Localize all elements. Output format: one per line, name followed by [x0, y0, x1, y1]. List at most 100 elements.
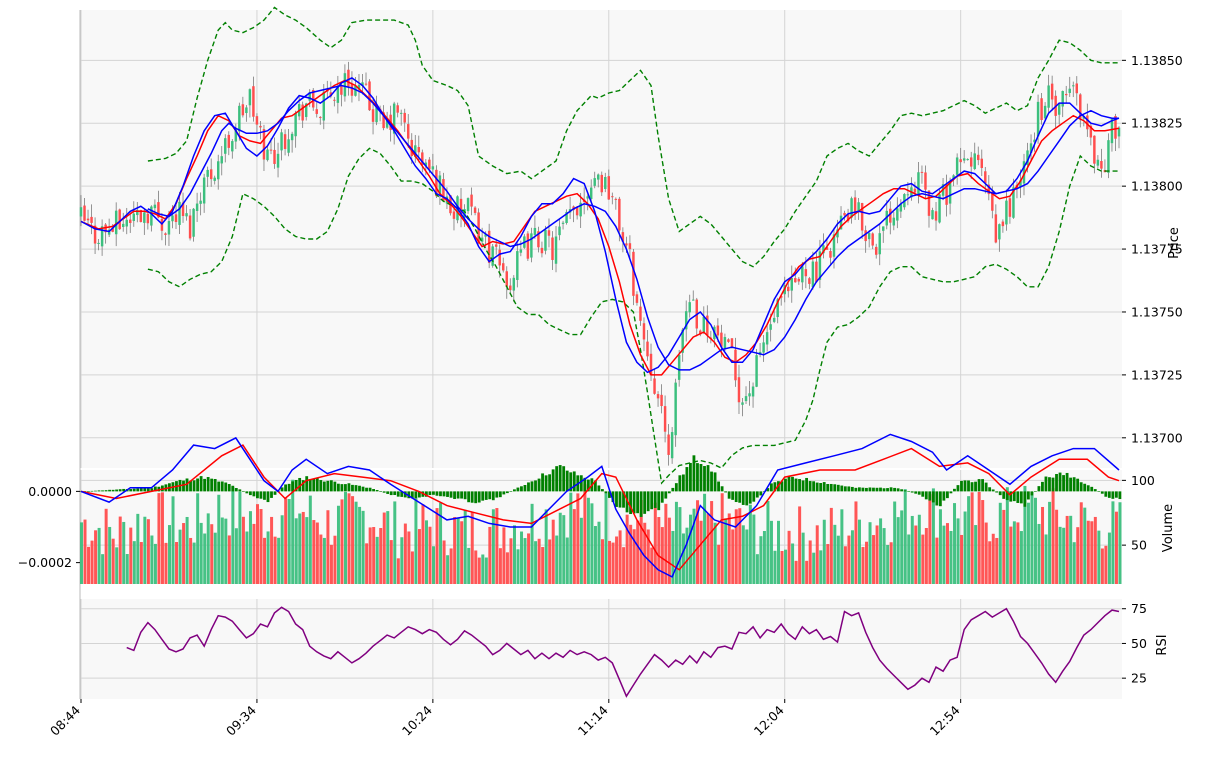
macd-histogram-bar [924, 491, 928, 500]
volume-bar [1104, 545, 1108, 584]
volume-bar [407, 531, 411, 584]
volume-bar [572, 509, 576, 584]
volume-bar [287, 499, 291, 584]
macd-histogram-bar [741, 491, 745, 505]
volume-bar [734, 509, 738, 584]
candle-body [519, 249, 523, 253]
candle-body [319, 116, 322, 118]
candle-body [354, 85, 357, 96]
y-tick-labels: 1.13700 1.13725 1.13750 1.13775 1.13800 1.138… [18, 53, 1183, 686]
macd-histogram-bar [935, 491, 939, 506]
macd-histogram-bar [879, 487, 882, 492]
volume-bars [80, 479, 1122, 584]
candle-body [899, 203, 903, 212]
candle-body [934, 211, 938, 221]
volume-bar [227, 535, 231, 584]
volume-bar [1009, 526, 1013, 584]
volume-bar [977, 491, 981, 584]
macd-histogram-bar [1041, 481, 1044, 492]
candle-body [1079, 94, 1082, 119]
volume-bar [354, 501, 358, 584]
macd-histogram-bar [220, 481, 224, 492]
volume-bar [773, 550, 777, 584]
candle-body [424, 162, 428, 167]
volume-bar [530, 503, 534, 584]
volume-bar [241, 516, 245, 584]
macd-histogram-bar [928, 491, 932, 501]
candle-body [410, 139, 413, 156]
volume-bar [1114, 511, 1118, 584]
candle-body [273, 149, 276, 164]
macd-histogram-bar [414, 491, 418, 499]
macd-histogram-bar [938, 491, 942, 507]
macd-histogram-bar [565, 470, 569, 492]
macd-histogram-bar [224, 482, 228, 492]
volume-bar [710, 501, 714, 584]
volume-bar [1069, 515, 1073, 584]
macd-histogram-bar [245, 491, 249, 494]
macd-histogram-bar [248, 491, 252, 496]
macd-histogram-bar [372, 489, 375, 492]
volume-bar [569, 492, 573, 584]
candle-body [294, 113, 297, 137]
macd-histogram-bar [241, 491, 245, 492]
volume-bar [1107, 532, 1111, 584]
candle-body [720, 332, 723, 347]
candle-body [547, 230, 551, 236]
macd-histogram-bar [769, 483, 773, 492]
macd-histogram-bar [1079, 482, 1083, 492]
candle-body [611, 196, 614, 198]
volume-bar [692, 508, 696, 584]
macd-histogram-bar [312, 478, 316, 492]
macd-histogram-bar [872, 487, 875, 492]
macd-histogram-bar [322, 481, 326, 492]
macd-histogram-bar [1076, 478, 1080, 492]
macd-histogram-bar [822, 482, 826, 492]
volume-bar [921, 534, 925, 584]
volume-bar [322, 537, 326, 584]
volume-bar [924, 528, 928, 584]
x-tick-label: 12:54 [927, 702, 963, 738]
candle-body [181, 202, 185, 216]
candle-body [368, 81, 371, 111]
macd-histogram-bar [1002, 491, 1006, 499]
volume-bar [488, 526, 492, 584]
candle-body [153, 204, 157, 209]
volume-bar [453, 517, 457, 584]
macd-histogram-bar [671, 487, 675, 492]
candle-body [336, 85, 340, 103]
macd-histogram-bar [681, 474, 685, 492]
volume-bar [907, 534, 911, 584]
volume-bar [449, 548, 453, 584]
macd-histogram-bar [692, 455, 696, 492]
candle-body [178, 201, 181, 225]
volume-bar [87, 546, 91, 584]
macd-histogram-bar [463, 491, 467, 500]
candle-body [765, 332, 769, 345]
candle-body [407, 124, 410, 139]
candle-body [209, 169, 213, 180]
macd-histogram-bar [942, 491, 946, 501]
candle-body [241, 104, 245, 116]
volume-bar [942, 525, 946, 584]
macd-histogram-bar [319, 480, 323, 492]
candle-body [980, 158, 983, 168]
volume-bar [1058, 526, 1062, 584]
price-axis-title: Price [1167, 227, 1182, 259]
volume-bar [368, 527, 372, 584]
volume-bar [108, 526, 112, 584]
macd-histogram-bar [548, 474, 552, 492]
candle-body [871, 233, 874, 246]
rsi-tick-label: 50 [1131, 636, 1147, 651]
candle-body [794, 278, 797, 283]
candle-body [924, 172, 927, 190]
macd-histogram-bar [118, 489, 122, 492]
candle-body [304, 103, 308, 117]
candle-body [364, 83, 368, 85]
volume-bar [512, 525, 516, 584]
volume-axis-title: Volume [1161, 504, 1176, 552]
macd-histogram-bar [234, 488, 238, 492]
volume-bar [217, 494, 221, 584]
macd-histogram-bar [875, 487, 879, 492]
candle-body [537, 231, 540, 248]
